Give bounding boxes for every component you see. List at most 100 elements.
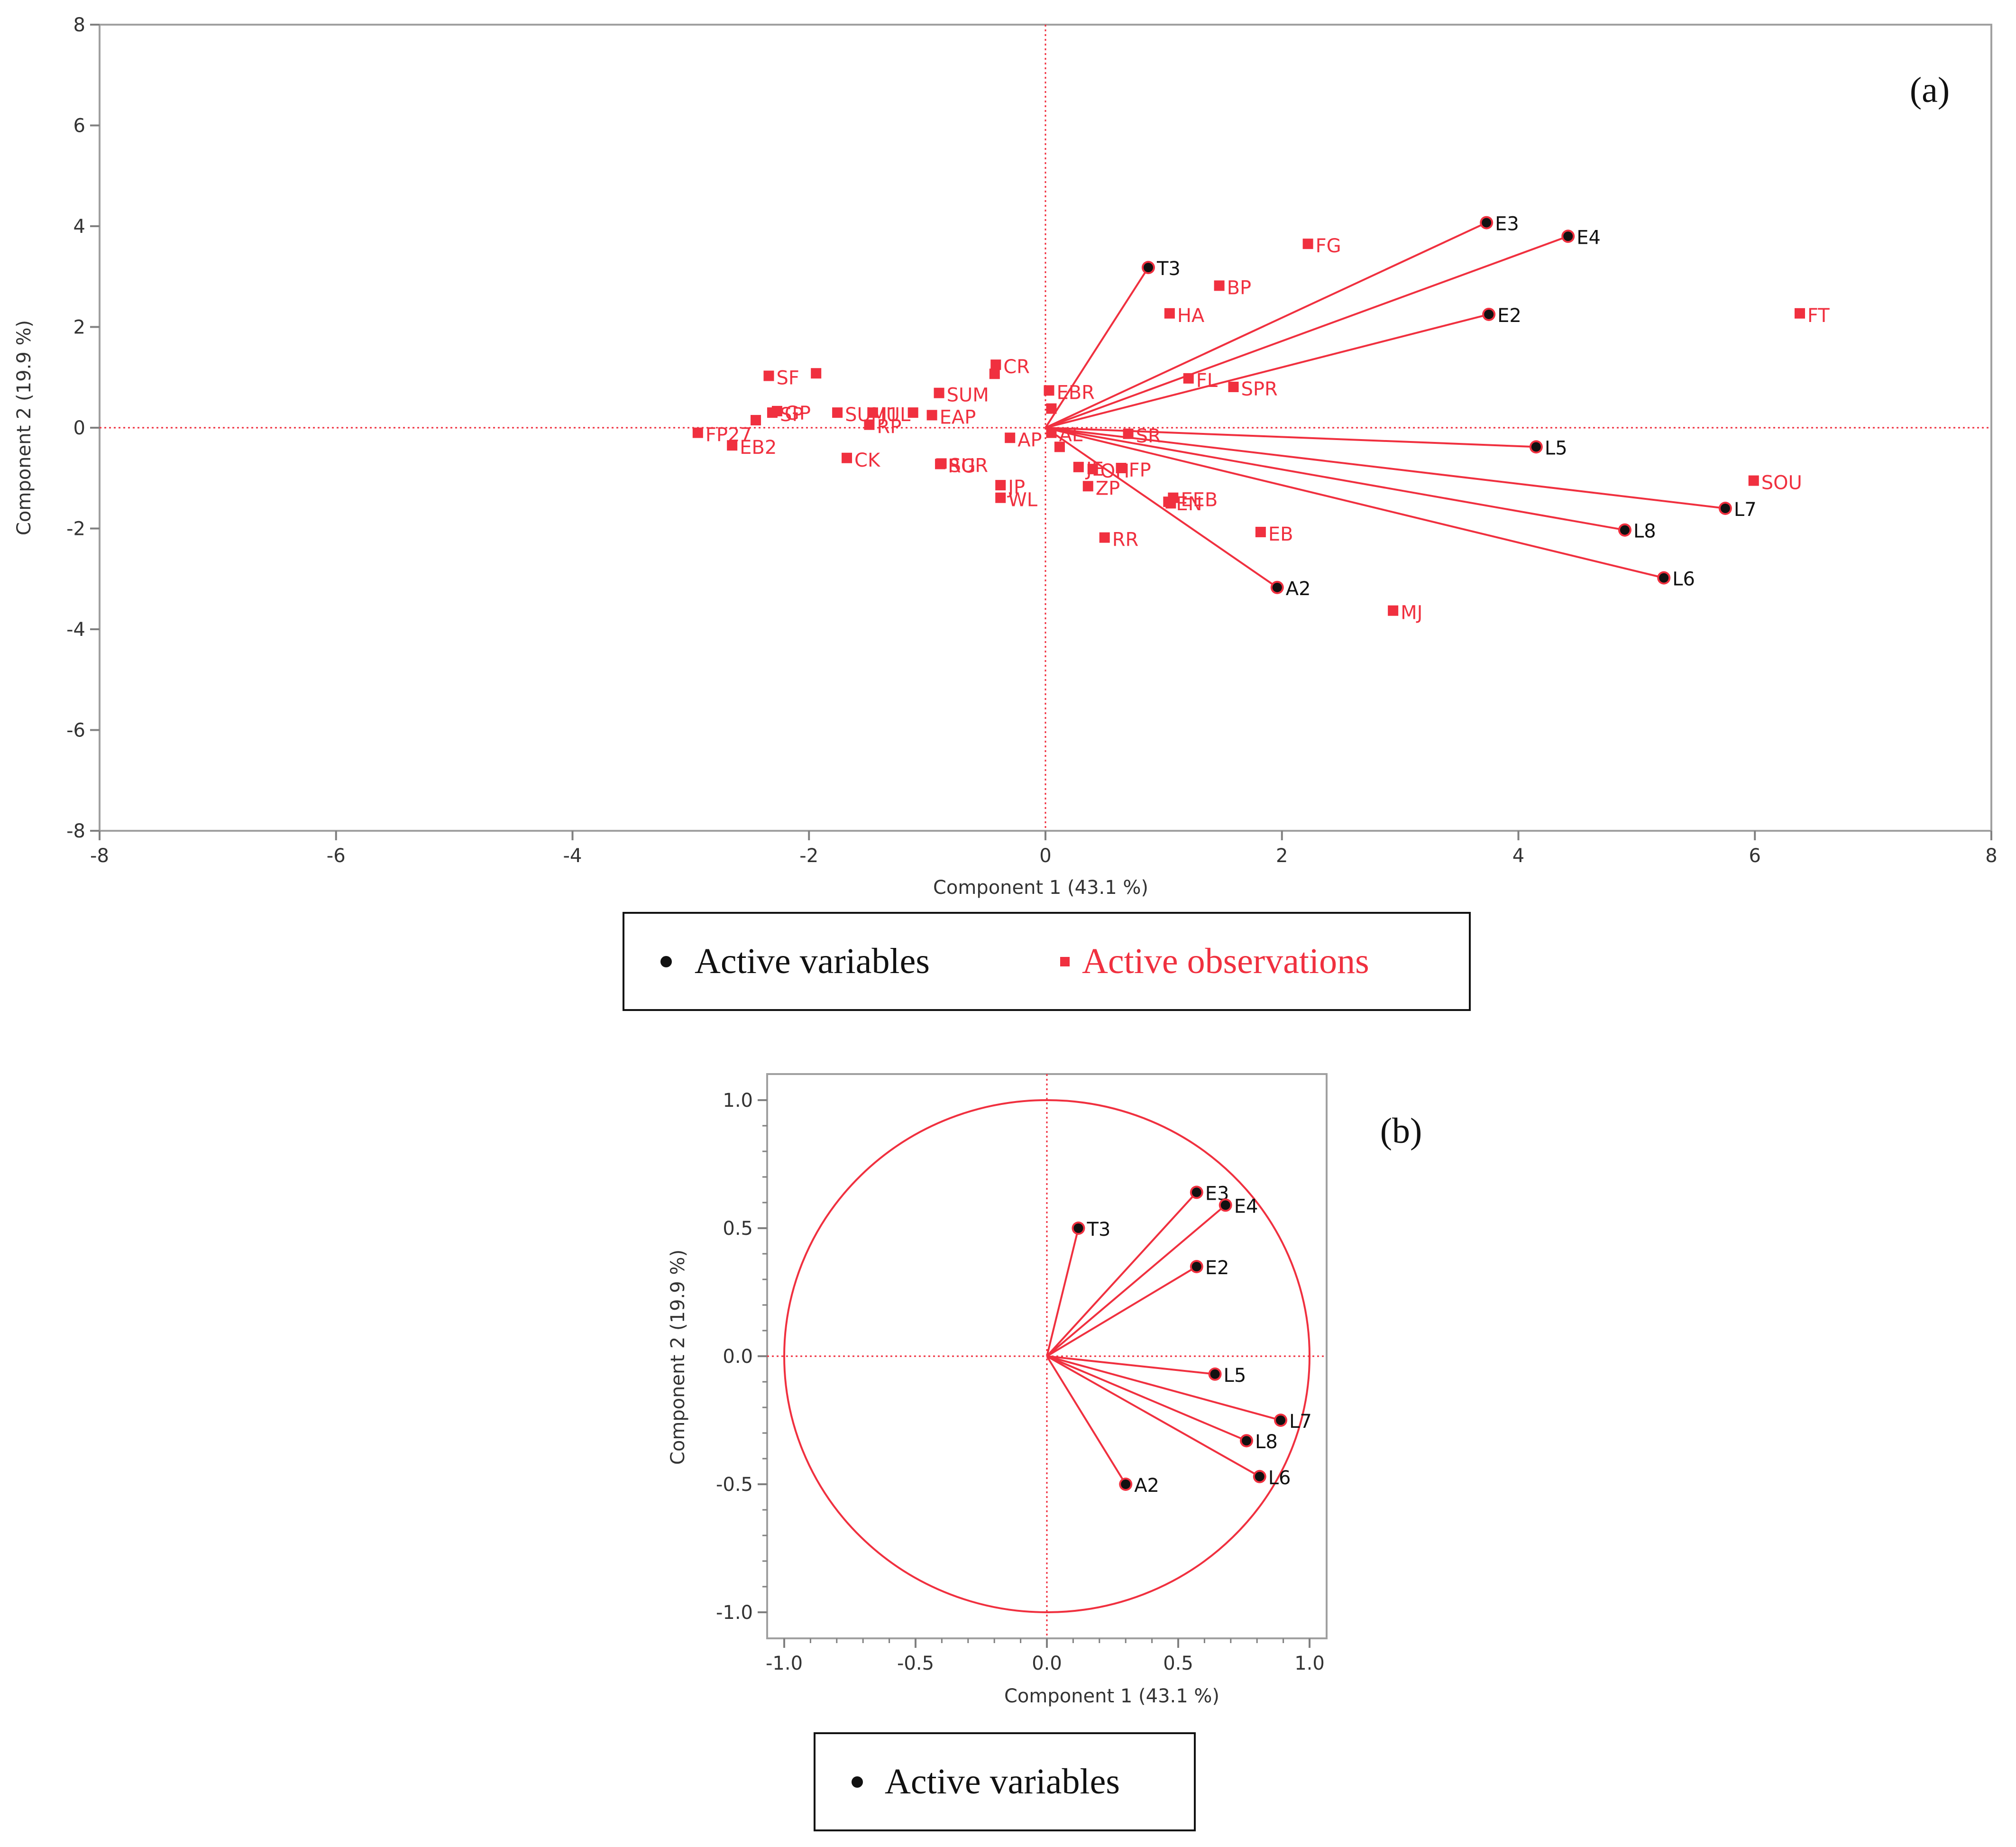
observation-point-sum xyxy=(934,387,944,398)
observation-point-fg xyxy=(1302,239,1313,249)
observation-label-ck: CK xyxy=(854,450,881,471)
observation-point-eap xyxy=(926,410,937,421)
observation-label-mj: MJ xyxy=(1401,602,1422,624)
observation-label-jp: JP xyxy=(1007,477,1025,498)
variable-point-l6 xyxy=(1255,1471,1265,1481)
x-tick-label: 0 xyxy=(1039,845,1051,867)
variable-label-l7: L7 xyxy=(1734,499,1757,521)
y-tick-label: -1.0 xyxy=(716,1602,753,1624)
legend-observation-marker-a xyxy=(1060,957,1070,966)
variable-point-t3 xyxy=(1143,263,1153,273)
x-tick-label: -1.0 xyxy=(766,1653,803,1674)
observation-label-gp: GP xyxy=(785,403,811,424)
observation-label-cr: CR xyxy=(1003,356,1030,378)
y-tick-label: 0 xyxy=(73,417,85,439)
observation-label-bp: BP xyxy=(1227,277,1252,299)
observation-point-eb2 xyxy=(727,440,738,451)
observation-label-ha: HA xyxy=(1177,305,1205,327)
legend-box-b xyxy=(814,1732,1196,1831)
loading-vector-e3 xyxy=(1045,221,1487,429)
x-tick-label: -8 xyxy=(90,845,109,867)
observation-point-fp xyxy=(1116,463,1127,473)
variable-point-e2 xyxy=(1484,309,1494,319)
variable-point-t3 xyxy=(1073,1223,1083,1233)
variable-point-e3 xyxy=(1482,218,1492,228)
variable-label-a2: A2 xyxy=(1286,578,1311,600)
observation-label-sou: SOU xyxy=(1761,472,1802,494)
observation-point-ap xyxy=(1005,432,1016,443)
x-tick-label: 0.0 xyxy=(1032,1653,1062,1674)
panel-label-b: (b) xyxy=(1380,1111,1422,1151)
loading-vector-e2 xyxy=(1045,313,1489,429)
loading-vector-t3 xyxy=(1045,267,1149,429)
x-tick-label: -0.5 xyxy=(897,1653,934,1674)
loading-vectors-b xyxy=(1046,1192,1281,1485)
observation-point xyxy=(1054,441,1065,452)
loading-vector-l6 xyxy=(1045,427,1664,579)
x-tick-label: 6 xyxy=(1749,845,1761,867)
observation-label-zp: ZP xyxy=(1096,478,1120,499)
observation-label-sp: SP xyxy=(780,404,804,426)
observation-point xyxy=(811,368,822,379)
x-tick-label: -2 xyxy=(799,845,818,867)
observation-point-ha xyxy=(1164,308,1175,319)
variable-label-l7: L7 xyxy=(1289,1411,1312,1433)
observation-label-eap: EAP xyxy=(940,406,976,428)
observation-label-ebr: EBR xyxy=(1056,382,1095,404)
observation-point-bp xyxy=(1214,280,1225,291)
variable-point-e2 xyxy=(1191,1262,1201,1271)
observation-point-al xyxy=(1046,427,1057,438)
observation-point-eb xyxy=(1255,526,1266,537)
variable-label-l6: L6 xyxy=(1268,1467,1291,1489)
observation-label-eeb: EEB xyxy=(1181,489,1218,511)
x-axis-label-a: Component 1 (43.1 %) xyxy=(933,877,1148,899)
observation-point-ft xyxy=(1795,308,1805,319)
variable-point-e4 xyxy=(1563,231,1573,241)
variable-points-a: E3 E4 T3 E2 L5 L7 L8 L6 A2 xyxy=(1141,213,1757,600)
variable-point-l7 xyxy=(1720,504,1730,513)
observation-label-fg: FG xyxy=(1316,235,1341,257)
x-tick-label: -4 xyxy=(563,845,582,867)
observation-point-jp xyxy=(995,480,1006,491)
y-axis-label-b: Component 2 (19.9 %) xyxy=(667,1250,689,1465)
y-tick-label: 6 xyxy=(73,115,85,137)
x-tick-label: 2 xyxy=(1276,845,1288,867)
observation-point xyxy=(907,407,918,418)
y-tick-label: 2 xyxy=(73,317,85,339)
legend-a: Active variables Active observations xyxy=(623,912,1471,1011)
observation-point-oh xyxy=(1087,464,1098,475)
observation-point xyxy=(751,415,761,426)
observation-label-rp: RP xyxy=(877,416,901,438)
y-tick-label: -4 xyxy=(66,619,85,641)
variable-label-l8: L8 xyxy=(1255,1431,1278,1453)
legend-b: Active variables xyxy=(814,1732,1196,1831)
observation-point-ebr xyxy=(1044,385,1054,396)
variable-point-e4 xyxy=(1220,1200,1230,1210)
legend-observations-label-a: Active observations xyxy=(1082,941,1369,981)
observation-point-en xyxy=(1163,496,1174,507)
observation-label-fl: FL xyxy=(1196,370,1218,392)
axis-ticks-a: -8 -6 -4 -2 0 2 4 6 8 8 6 4 2 0 -2 -4 -6 -8 xyxy=(66,14,1998,867)
x-axis-label-b: Component 1 (43.1 %) xyxy=(1004,1685,1219,1707)
variable-label-t3: T3 xyxy=(1156,258,1181,280)
axis-ticks-b: -1.0 -0.5 0.0 0.5 1.0 1.0 0.5 0.0 -0.5 -1.0 xyxy=(716,1090,1325,1674)
observation-point-rr xyxy=(1099,532,1110,543)
x-tick-label: 0.5 xyxy=(1163,1653,1193,1674)
legend-box-a xyxy=(623,912,1471,1011)
variable-point-e3 xyxy=(1191,1187,1201,1197)
observation-label-eb: EB xyxy=(1268,524,1293,545)
variable-point-l7 xyxy=(1276,1415,1286,1425)
variable-label-e4: E4 xyxy=(1234,1195,1258,1217)
variable-point-l8 xyxy=(1620,525,1630,535)
observation-point-sf xyxy=(763,370,774,381)
observation-label-eb2: EB2 xyxy=(740,437,777,459)
observation-point-zp xyxy=(1082,481,1093,492)
y-tick-label: -0.5 xyxy=(716,1474,753,1496)
observation-point-spr xyxy=(1228,381,1239,392)
observation-point-je xyxy=(1073,461,1084,472)
observation-label-rr: RR xyxy=(1112,529,1139,551)
loading-vector-e3 xyxy=(1046,1192,1198,1357)
legend-variable-marker-b xyxy=(852,1776,863,1788)
variable-label-l8: L8 xyxy=(1633,521,1656,542)
